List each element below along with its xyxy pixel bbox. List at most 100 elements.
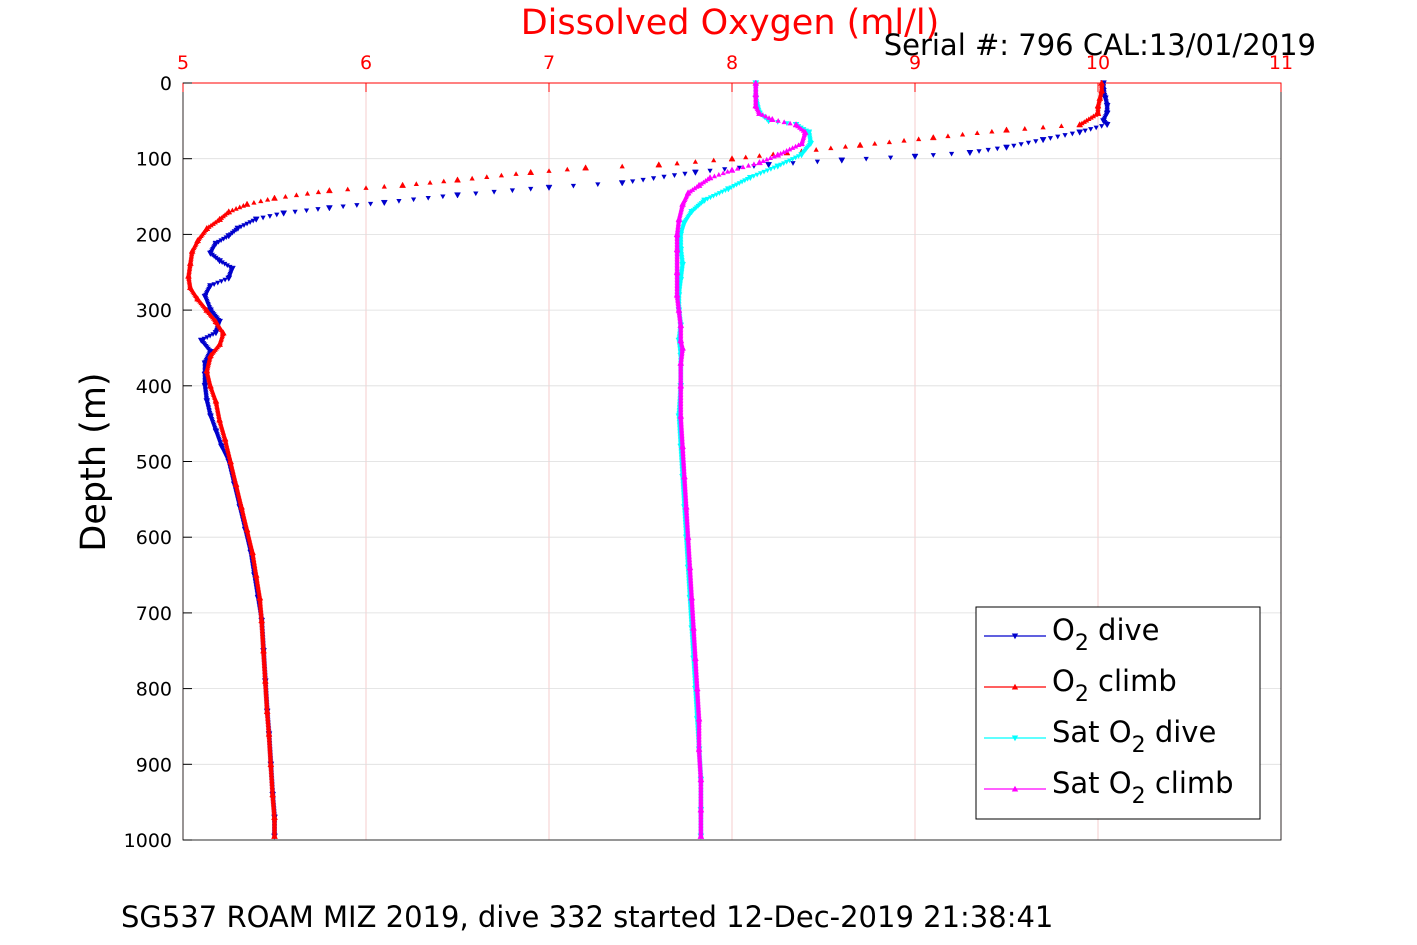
data-point <box>736 181 742 186</box>
data-point <box>916 136 922 142</box>
data-point <box>271 832 278 839</box>
data-point <box>767 155 774 161</box>
data-point <box>354 203 360 208</box>
y-tick-label: 200 <box>136 224 172 246</box>
data-point <box>425 195 431 201</box>
data-point <box>711 173 718 179</box>
y-tick-label: 0 <box>160 73 172 95</box>
data-point <box>778 150 784 156</box>
legend-label: Sat O2 dive <box>1052 715 1216 758</box>
data-point <box>655 161 663 168</box>
legend-entry: O2 climb <box>984 664 1177 707</box>
figure-caption: SG537 ROAM MIZ 2019, dive 332 started 12… <box>121 900 1053 934</box>
data-point <box>221 236 227 242</box>
data-point <box>787 146 793 152</box>
data-point <box>790 145 796 150</box>
data-point <box>754 172 760 178</box>
data-point <box>985 147 991 153</box>
y-tick-label: 800 <box>136 679 172 701</box>
data-point <box>711 157 717 163</box>
data-point <box>210 332 216 337</box>
data-point <box>745 162 752 168</box>
data-point <box>813 147 819 152</box>
data-point <box>222 277 228 283</box>
data-point <box>716 171 722 177</box>
data-point <box>1047 136 1054 141</box>
data-point <box>716 191 723 196</box>
data-point <box>760 158 766 164</box>
legend-box <box>975 606 1261 820</box>
data-point <box>381 183 387 189</box>
x-axis-ticks: 5 6 7 8 9 10 11 <box>177 52 1293 92</box>
data-point <box>710 193 717 199</box>
data-point <box>410 197 417 203</box>
data-point <box>765 162 773 169</box>
data-point <box>293 192 300 198</box>
data-point <box>949 151 955 157</box>
data-point <box>1025 140 1032 146</box>
data-point <box>1093 125 1099 131</box>
y-tick-label: 900 <box>136 754 172 776</box>
data-point <box>413 181 419 186</box>
y-axis-ticks: 0 100 200 300 400 500 600 700 800 900 1000 <box>124 73 192 852</box>
data-point <box>929 133 937 141</box>
data-point <box>1039 137 1047 144</box>
series-layer <box>185 79 1111 840</box>
data-point <box>595 182 601 188</box>
data-point <box>237 204 243 210</box>
legend: O2 dive O2 climb Sat O2 dive Sat O2 climb <box>975 606 1261 820</box>
data-point <box>630 179 636 185</box>
data-point <box>838 157 846 164</box>
y-tick-label: 600 <box>136 527 172 549</box>
data-point <box>340 204 346 210</box>
data-point <box>640 177 646 183</box>
data-point <box>1040 124 1046 130</box>
x-tick-label: 9 <box>909 52 921 74</box>
data-point <box>828 145 834 151</box>
data-point <box>260 215 266 221</box>
data-point <box>888 155 894 161</box>
data-point <box>292 209 298 215</box>
data-point <box>1088 127 1094 132</box>
x-tick-label: 11 <box>1269 52 1293 74</box>
data-point <box>570 183 576 189</box>
data-point <box>790 161 796 166</box>
data-point <box>527 168 535 175</box>
data-point <box>396 199 402 204</box>
data-point <box>795 154 802 159</box>
data-point <box>771 165 777 171</box>
data-point <box>764 168 771 174</box>
y-tick-label: 300 <box>136 300 172 322</box>
data-point <box>692 159 698 164</box>
data-point <box>872 140 878 146</box>
data-point <box>728 166 736 173</box>
data-point <box>733 182 740 188</box>
data-point <box>966 149 974 157</box>
data-point <box>768 167 774 172</box>
data-point <box>258 198 264 204</box>
legend-label: O2 dive <box>1052 613 1160 656</box>
legend-entry: O2 dive <box>984 613 1160 656</box>
legend-entry: Sat O2 dive <box>984 715 1216 758</box>
data-point <box>1082 128 1088 134</box>
data-point <box>720 170 726 176</box>
y-tick-label: 700 <box>136 603 172 625</box>
data-point <box>528 186 534 192</box>
data-point <box>959 131 966 137</box>
data-point <box>247 220 253 225</box>
legend-entry: Sat O2 climb <box>984 766 1234 809</box>
data-point <box>736 165 742 171</box>
data-point <box>274 212 280 218</box>
data-point <box>697 832 705 839</box>
data-point <box>713 192 720 198</box>
data-point <box>1055 134 1061 140</box>
legend-label: Sat O2 climb <box>1052 766 1234 809</box>
data-point <box>1018 142 1024 147</box>
data-point <box>742 178 748 184</box>
data-point <box>798 140 805 147</box>
data-point <box>682 171 688 177</box>
data-point <box>661 174 667 180</box>
data-point <box>1076 129 1084 136</box>
data-point <box>454 192 461 199</box>
data-point <box>303 208 310 214</box>
